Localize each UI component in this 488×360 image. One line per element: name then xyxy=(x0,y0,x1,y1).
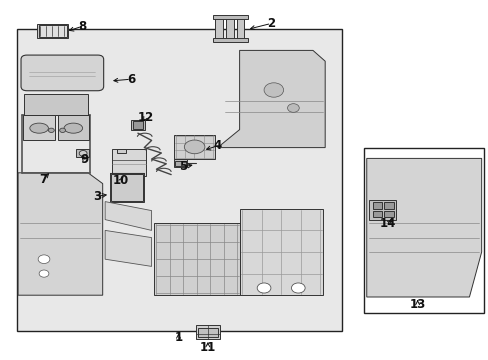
Ellipse shape xyxy=(30,123,48,133)
Bar xyxy=(24,94,88,115)
Ellipse shape xyxy=(60,128,65,132)
Polygon shape xyxy=(105,202,151,230)
Bar xyxy=(154,223,239,295)
Text: 14: 14 xyxy=(379,217,395,230)
Bar xyxy=(372,211,382,217)
Bar xyxy=(39,25,66,37)
Bar xyxy=(111,174,142,201)
Bar xyxy=(37,24,68,38)
Circle shape xyxy=(38,255,50,264)
Ellipse shape xyxy=(48,128,54,132)
Bar xyxy=(215,17,223,40)
Bar xyxy=(364,148,483,313)
Ellipse shape xyxy=(64,123,82,133)
Bar xyxy=(175,161,185,166)
Circle shape xyxy=(39,270,49,277)
Text: 4: 4 xyxy=(213,139,221,152)
Circle shape xyxy=(287,104,299,112)
Text: 5: 5 xyxy=(179,160,187,173)
Text: 13: 13 xyxy=(408,298,425,311)
Bar xyxy=(76,149,89,157)
Text: 10: 10 xyxy=(113,174,129,186)
Bar xyxy=(131,120,144,130)
Bar xyxy=(225,17,233,40)
Text: 7: 7 xyxy=(39,173,47,186)
Text: 11: 11 xyxy=(199,341,216,354)
Bar xyxy=(117,149,126,153)
Bar xyxy=(372,202,382,209)
Bar xyxy=(173,159,187,167)
Bar xyxy=(212,38,247,42)
Bar xyxy=(195,325,220,339)
Circle shape xyxy=(291,283,305,293)
Text: 2: 2 xyxy=(267,17,275,30)
Bar xyxy=(384,211,393,217)
Polygon shape xyxy=(217,50,325,148)
Polygon shape xyxy=(366,158,481,297)
Bar xyxy=(198,328,217,337)
Text: 3: 3 xyxy=(93,190,101,203)
Text: 6: 6 xyxy=(127,73,135,86)
Bar xyxy=(368,200,395,220)
Bar xyxy=(173,135,215,159)
Bar xyxy=(23,115,55,140)
Polygon shape xyxy=(105,230,151,266)
Bar xyxy=(236,17,244,40)
Bar xyxy=(17,29,342,331)
Bar xyxy=(132,121,143,129)
FancyBboxPatch shape xyxy=(21,55,103,91)
Bar xyxy=(239,209,322,295)
Bar xyxy=(58,115,89,140)
Circle shape xyxy=(257,283,270,293)
Bar xyxy=(212,15,247,19)
Bar xyxy=(384,202,393,209)
Text: 9: 9 xyxy=(80,153,88,166)
Bar xyxy=(110,173,144,202)
Text: 1: 1 xyxy=(174,331,182,344)
Text: 12: 12 xyxy=(137,111,154,123)
Bar xyxy=(112,149,145,176)
Text: 8: 8 xyxy=(78,20,86,33)
Polygon shape xyxy=(18,173,102,295)
Circle shape xyxy=(264,83,283,97)
Ellipse shape xyxy=(79,150,87,156)
Ellipse shape xyxy=(184,140,204,154)
